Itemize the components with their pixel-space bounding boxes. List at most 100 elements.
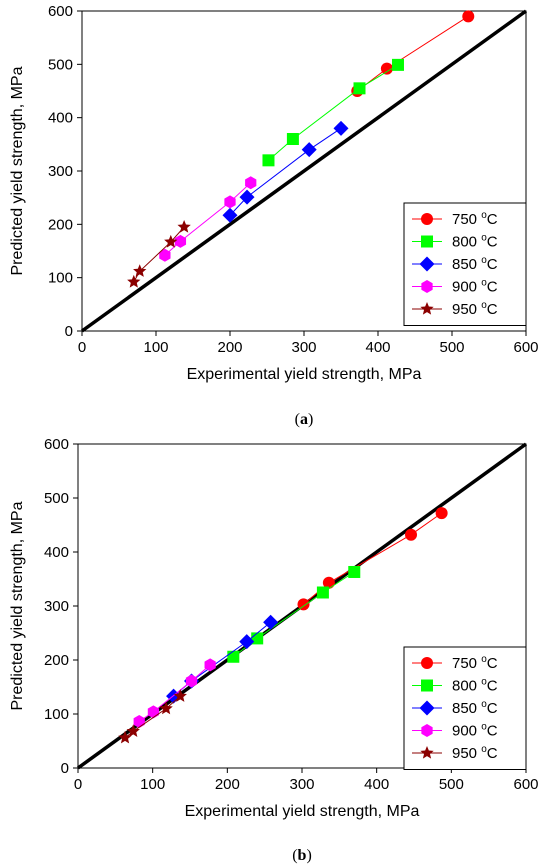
- data-point: [173, 689, 187, 702]
- x-axis-title: Experimental yield strength, MPa: [185, 803, 420, 820]
- x-tick-label: 200: [215, 776, 240, 793]
- x-axis-title: Experimental yield strength, MPa: [187, 366, 422, 383]
- y-tick-label: 600: [48, 3, 73, 20]
- data-point: [245, 176, 257, 190]
- data-point: [118, 730, 132, 744]
- legend-b: 750 oC 800 oC 850 oC 900 oC 950 oC: [403, 646, 527, 770]
- data-point: [174, 234, 187, 248]
- series-line: [138, 664, 211, 722]
- series-line: [164, 182, 252, 256]
- x-tick-label: 200: [217, 339, 242, 356]
- series-line: [133, 226, 185, 283]
- series-3-a: [159, 176, 257, 262]
- x-tick-label: 400: [364, 776, 389, 793]
- data-point: [297, 598, 310, 611]
- data-point: [333, 120, 349, 136]
- y-tick-label: 0: [65, 323, 73, 340]
- data-point: [391, 58, 404, 71]
- y-axis-title: Predicted yield strength, MPa: [9, 501, 26, 710]
- y-tick-label: 200: [48, 216, 73, 233]
- legend-label: 800 oC: [452, 677, 498, 695]
- legend-label: 800 oC: [452, 233, 498, 251]
- y-tick-label: 300: [48, 163, 73, 180]
- chart-panel-b: 0 100 200 300 400 500 600 0 100 200 300 400 500 600 Ex…: [0, 434, 550, 868]
- data-point: [159, 701, 173, 715]
- data-point: [353, 82, 366, 95]
- legend-label: 900 oC: [452, 278, 498, 296]
- x-tick-label: 600: [513, 339, 538, 356]
- legend-label: 850 oC: [452, 699, 498, 717]
- legend-a: 750 oC 800 oC 850 oC 900 oC 950 oC: [403, 202, 527, 326]
- series-1-a: [262, 58, 404, 167]
- legend-label: 950 oC: [452, 744, 498, 762]
- y-tick-label: 500: [44, 490, 69, 507]
- chart-a-svg: 0 100 200 300 400 500 600 0 100 200 300 400 500 600 Ex…: [9, 3, 539, 428]
- data-point: [262, 154, 275, 167]
- data-point: [164, 234, 178, 248]
- y-axis-title: Predicted yield strength, MPa: [9, 66, 26, 275]
- y-tick-label: 100: [44, 706, 69, 723]
- x-tick-label: 500: [439, 776, 464, 793]
- panel-label-b: (b): [292, 847, 312, 864]
- data-point: [126, 724, 140, 737]
- data-point: [435, 507, 448, 520]
- data-point: [204, 658, 216, 672]
- data-point: [222, 207, 238, 223]
- y-tick-label: 400: [48, 110, 73, 127]
- legend-marker: [421, 235, 433, 248]
- data-point: [405, 528, 418, 541]
- series-line: [229, 127, 342, 216]
- legend-marker: [421, 280, 433, 293]
- legend-marker: [419, 700, 435, 716]
- chart-b-svg: 0 100 200 300 400 500 600 0 100 200 300 400 500 600 Ex…: [9, 436, 539, 864]
- y-tick-label: 500: [48, 56, 73, 73]
- series-0-b: [297, 507, 448, 611]
- reference-line-1to1: [80, 9, 528, 333]
- series-line: [303, 512, 442, 605]
- data-point: [185, 674, 198, 688]
- legend-label: 900 oC: [452, 722, 498, 740]
- y-tick-label: 300: [44, 598, 69, 615]
- legend-marker: [421, 724, 433, 737]
- data-point: [316, 586, 329, 599]
- legend-label: 850 oC: [452, 255, 498, 273]
- data-point: [133, 264, 147, 277]
- series-4-b: [118, 689, 187, 744]
- data-point: [224, 195, 236, 209]
- data-point: [263, 614, 279, 630]
- x-tick-label: 500: [439, 339, 464, 356]
- x-tick-label: 300: [289, 776, 314, 793]
- chart-panel-a: 0 100 200 300 400 500 600 0 100 200 300 400 500 600 Ex…: [9, 3, 539, 428]
- series-4-a: [127, 220, 191, 288]
- legend-label: 750 oC: [452, 210, 498, 228]
- series-line: [124, 695, 181, 739]
- legend-marker: [420, 302, 434, 315]
- data-point: [239, 634, 255, 650]
- series-2-a: [222, 120, 349, 223]
- y-tick-label: 0: [61, 760, 69, 777]
- x-tick-label: 600: [513, 776, 538, 793]
- legend-marker: [421, 657, 433, 669]
- series-0-a: [351, 10, 475, 97]
- x-tick-label: 0: [74, 776, 82, 793]
- data-point: [227, 650, 240, 663]
- x-tick-label: 0: [78, 339, 86, 356]
- legend-marker: [421, 213, 433, 225]
- x-tick-label: 100: [140, 776, 165, 793]
- y-tick-label: 400: [44, 544, 69, 561]
- legend-label: 750 oC: [452, 654, 498, 672]
- x-tick-label: 100: [143, 339, 168, 356]
- legend-marker: [421, 679, 433, 692]
- legend-label: 950 oC: [452, 300, 498, 318]
- panel-label-a: (a): [295, 411, 314, 428]
- series-line: [268, 64, 399, 161]
- data-point: [322, 576, 335, 589]
- legend-marker: [420, 746, 434, 759]
- data-point: [348, 565, 361, 578]
- y-tick-label: 600: [44, 436, 69, 453]
- legend-marker: [419, 256, 435, 272]
- y-tick-label: 100: [48, 270, 73, 287]
- data-point: [462, 10, 475, 23]
- data-point: [286, 133, 299, 145]
- data-point: [301, 142, 317, 158]
